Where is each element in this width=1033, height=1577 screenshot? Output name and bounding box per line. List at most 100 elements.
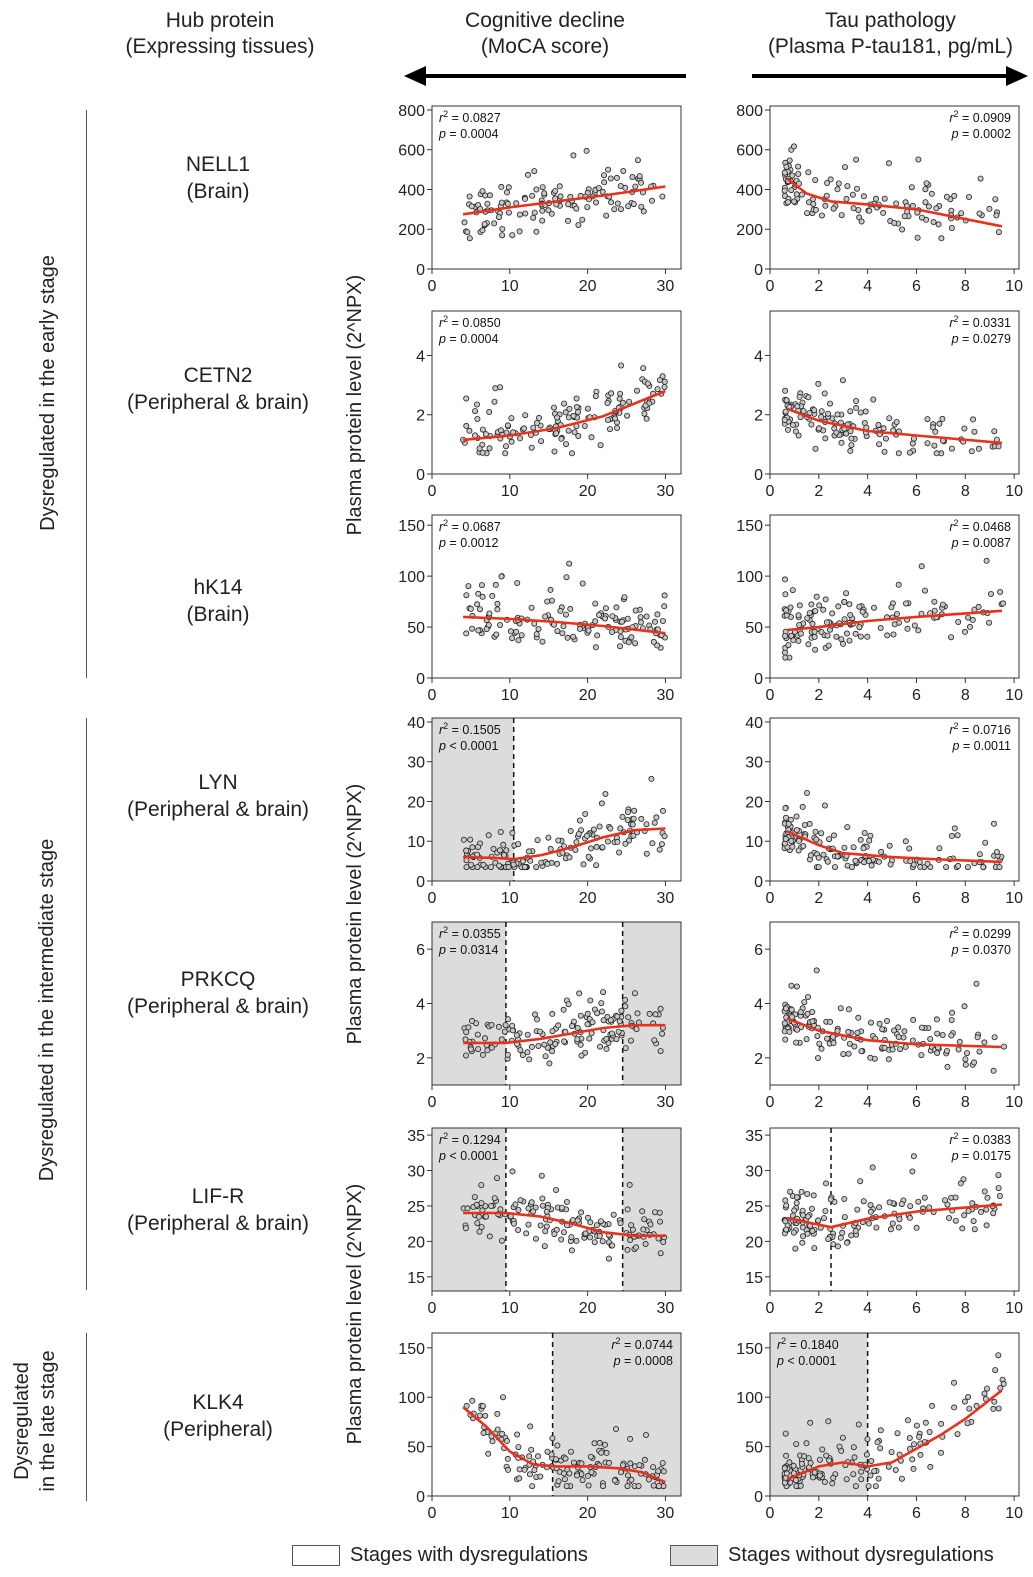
data-point [593,843,600,850]
data-point [497,829,504,836]
data-point [612,415,619,422]
data-point [552,187,559,194]
data-point [566,1470,573,1477]
data-point [835,180,842,187]
data-point [798,191,805,198]
data-point [804,615,811,622]
y-tick-label: 100 [736,1390,763,1407]
data-point [549,1028,556,1035]
data-point [830,1474,837,1481]
data-point [610,1211,617,1218]
data-point [617,182,624,189]
x-tick-label: 6 [912,1505,921,1522]
fit-line [786,609,1002,632]
header-tau-line1: Tau pathology [825,9,956,32]
data-point [515,841,522,848]
p-value-label: p = 0.0004 [438,127,498,141]
data-point [893,418,900,425]
data-point [968,448,975,455]
data-point [866,837,873,844]
x-tick-label: 4 [863,1094,872,1111]
data-point [842,164,849,171]
data-point [806,820,813,827]
y-tick-label: 30 [745,1164,763,1181]
data-point [648,775,655,782]
data-point [970,416,977,423]
data-point [463,864,470,871]
data-point [781,1465,788,1472]
x-tick-label: 6 [912,483,921,500]
data-point [783,1005,790,1012]
data-point [913,1224,920,1231]
y-tick-label: 50 [407,620,425,637]
data-point [827,1018,834,1025]
p-value-label: p = 0.0011 [951,739,1011,753]
data-point [783,1202,790,1209]
data-point [603,1449,610,1456]
data-point [650,638,657,645]
data-point [909,1037,916,1044]
data-point [517,435,524,442]
data-point [783,1226,790,1233]
data-point [525,1221,532,1228]
x-tick-label: 6 [912,278,921,295]
data-point [515,637,522,644]
data-point [812,646,819,653]
arrowhead-tau [1006,66,1028,86]
data-point [509,635,516,642]
data-point [796,837,803,844]
header-hub-protein: Hub protein (Expressing tissues) [75,8,365,60]
data-point [830,1040,837,1047]
data-point [498,183,505,190]
data-point [984,1385,991,1392]
data-point [634,387,641,394]
p-value-label: p < 0.0001 [776,1354,836,1368]
data-point [845,1050,852,1057]
data-point [997,1385,1004,1392]
data-point [816,1040,823,1047]
data-point [525,171,532,178]
data-point [657,1218,664,1225]
data-point [608,199,615,206]
data-point [843,590,850,597]
data-point [935,221,942,228]
data-point [624,1206,631,1213]
data-point [954,1431,961,1438]
y-tick-label: 0 [754,262,763,279]
y-tick-label: 2 [416,408,425,425]
data-point [503,189,510,196]
data-point [621,594,628,601]
data-point [835,603,842,610]
data-point [960,1176,967,1183]
data-point [915,1198,922,1205]
data-point [857,1178,864,1185]
data-point [559,630,566,637]
data-point [853,397,860,404]
data-point [839,1434,846,1441]
data-point [866,207,873,214]
x-tick-label: 20 [579,1300,597,1317]
y-tick-label: 800 [398,103,425,120]
data-point [827,176,834,183]
data-point [821,802,828,809]
data-point [514,1431,521,1438]
data-point [793,1039,800,1046]
data-point [632,640,639,647]
data-point [577,625,584,632]
data-point [885,1056,892,1063]
data-point [463,422,470,429]
data-point [846,637,853,644]
y-tick-label: 2 [754,1051,763,1068]
data-point [825,642,832,649]
data-point [482,1203,489,1210]
data-point [484,1047,491,1054]
data-point [603,1045,610,1052]
data-point [854,185,861,192]
data-point [593,862,600,869]
data-point [626,398,633,405]
data-point [649,197,656,204]
data-point [931,442,938,449]
data-point [791,143,798,150]
data-point [625,809,632,816]
